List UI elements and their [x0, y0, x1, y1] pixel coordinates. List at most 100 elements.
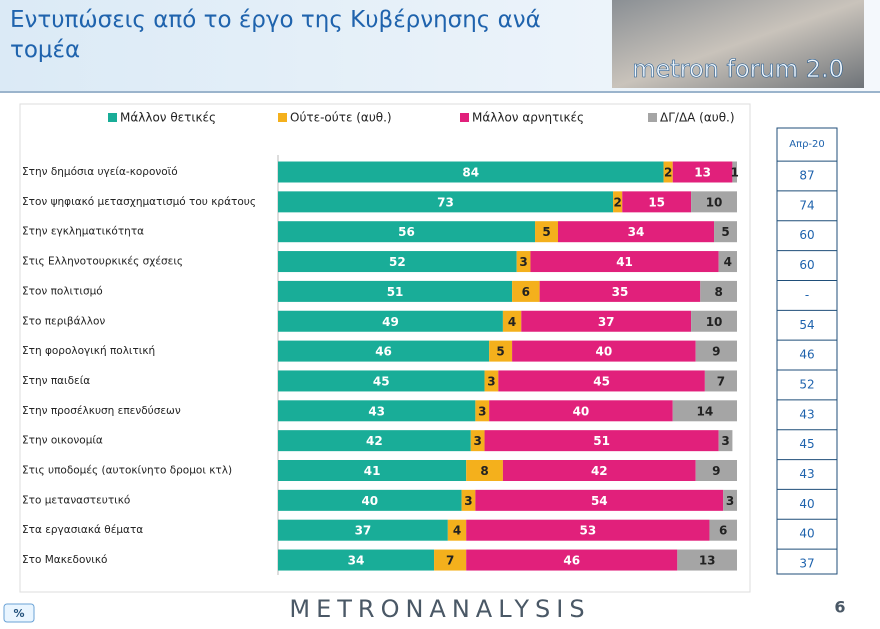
data-label: 45	[373, 374, 390, 388]
table-cell: 37	[799, 557, 814, 571]
data-label: 4	[508, 315, 516, 329]
data-label: 10	[706, 195, 723, 209]
bar-segment	[704, 370, 737, 392]
data-label: 37	[598, 315, 615, 329]
data-label: 34	[628, 225, 645, 239]
bar-segment	[718, 430, 733, 452]
data-label: 3	[473, 434, 481, 448]
bar-segment	[732, 161, 737, 183]
bar-segment	[278, 340, 490, 362]
data-label: 3	[478, 404, 486, 418]
bar-segment	[530, 251, 719, 273]
data-label: 10	[706, 315, 723, 329]
data-label: 52	[389, 255, 406, 269]
bar-segment	[521, 310, 692, 332]
data-label: 5	[721, 225, 729, 239]
data-label: 73	[437, 195, 454, 209]
data-label: 54	[591, 494, 608, 508]
data-label: 42	[366, 434, 383, 448]
bar-segment	[672, 400, 737, 422]
data-label: 7	[717, 374, 725, 388]
data-label: 6	[522, 285, 530, 299]
data-label: 2	[664, 166, 672, 180]
table-cell: 54	[799, 318, 814, 332]
data-label: 8	[714, 285, 722, 299]
bar-segment	[475, 489, 724, 511]
bar-segment	[516, 251, 531, 273]
bar-segment	[434, 549, 467, 571]
bar-segment	[672, 161, 733, 183]
data-label: 43	[368, 404, 385, 418]
bar-segment	[278, 221, 536, 243]
bar-segment	[484, 430, 719, 452]
table-cell: 60	[799, 258, 814, 272]
bar-segment	[498, 370, 705, 392]
category-label: Στον πολιτισμό	[22, 285, 103, 297]
bar-segment	[278, 430, 471, 452]
bar-segment	[512, 340, 696, 362]
bar-segment	[278, 310, 503, 332]
bar-segment	[475, 400, 490, 422]
table-cell: 40	[799, 497, 814, 511]
data-label: 41	[364, 464, 381, 478]
data-label: 3	[464, 494, 472, 508]
bar-segment	[535, 221, 558, 243]
table-cell: 43	[799, 407, 814, 421]
category-label: Στις Ελληνοτουρκικές σχέσεις	[22, 256, 183, 268]
bar-segment	[466, 519, 710, 541]
data-label: 3	[721, 434, 729, 448]
data-label: 7	[446, 554, 454, 568]
category-label: Στην οικονομία	[22, 435, 103, 447]
data-label: 84	[462, 166, 479, 180]
data-label: 41	[616, 255, 633, 269]
table-cell: 60	[799, 228, 814, 242]
bar-segment	[278, 549, 435, 571]
legend-label: Μάλλον αρνητικές	[472, 111, 584, 125]
bar-segment	[278, 519, 448, 541]
data-label: 40	[361, 494, 378, 508]
table-cell: 40	[799, 527, 814, 541]
bar-segment	[447, 519, 467, 541]
bar-segment	[557, 221, 715, 243]
bar-segment	[278, 251, 517, 273]
bar-segment	[502, 310, 522, 332]
data-label: 4	[724, 255, 732, 269]
bar-segment	[677, 549, 737, 571]
category-label: Στον ψηφιακό μετασχηματισμό του κράτους	[22, 196, 256, 208]
percent-button-label[interactable]: %	[13, 607, 24, 620]
data-label: 49	[382, 315, 399, 329]
bar-segment	[691, 310, 737, 332]
bar-segment	[489, 400, 673, 422]
data-label: 3	[519, 255, 527, 269]
data-label: 9	[712, 345, 720, 359]
bar-segment	[723, 489, 737, 511]
bar-segment	[278, 280, 513, 302]
data-label: 34	[348, 554, 365, 568]
data-label: 9	[712, 464, 720, 478]
table-cell: 43	[799, 467, 814, 481]
data-label: 2	[613, 195, 621, 209]
data-label: 4	[453, 524, 461, 538]
data-label: 53	[579, 524, 596, 538]
bar-segment	[461, 489, 476, 511]
side-table	[776, 127, 838, 575]
table-cell: 87	[799, 169, 814, 183]
data-label: 8	[480, 464, 488, 478]
bar-segment	[489, 340, 513, 362]
category-label: Στο Μακεδονικό	[22, 554, 107, 566]
category-label: Στις υποδομές (αυτοκίνητο δρομοι κτλ)	[22, 465, 232, 477]
data-label: 45	[593, 374, 610, 388]
bar-segment	[691, 191, 737, 213]
data-label: 40	[596, 345, 613, 359]
category-label: Στα εργασιακά θέματα	[22, 524, 143, 536]
data-label: 46	[375, 345, 392, 359]
bar-segment	[278, 460, 467, 481]
bar-segment	[709, 519, 737, 541]
bar-segment	[718, 251, 737, 273]
data-label: 56	[398, 225, 415, 239]
category-label: Στην παιδεία	[22, 375, 90, 387]
percent-button[interactable]	[3, 603, 35, 623]
category-label: Στην προσέλκυση επενδύσεων	[22, 405, 181, 417]
category-label: Στο μεταναστευτικό	[22, 494, 130, 506]
